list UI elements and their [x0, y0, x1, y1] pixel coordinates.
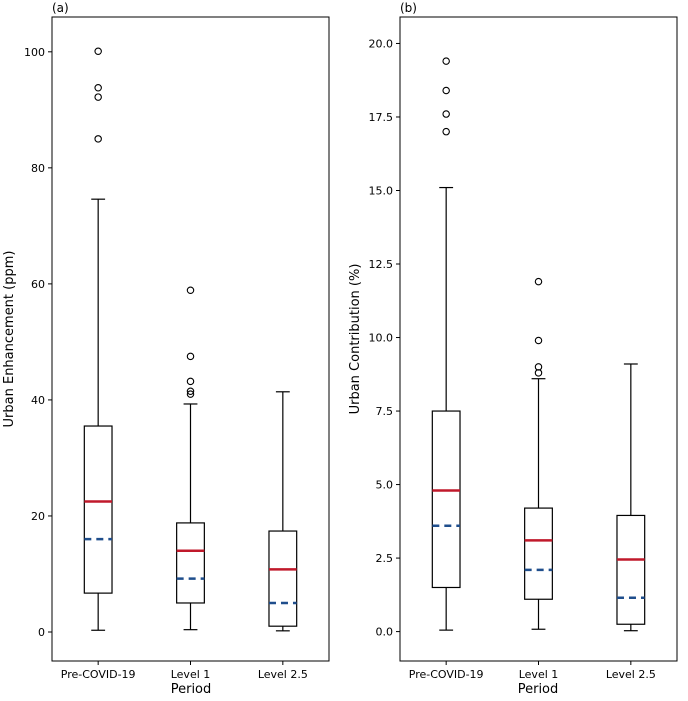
- box-iqr: [268, 530, 298, 627]
- outlier-point: [186, 286, 195, 295]
- x-ticks-a: Pre-COVID-19 Level 1 Level 2.5: [61, 661, 308, 681]
- box-iqr: [176, 522, 205, 604]
- y-tick-label: 100: [24, 46, 45, 59]
- y-tick-label: 7.5: [376, 405, 394, 418]
- x-axis-label-b: Period: [518, 682, 559, 697]
- outlier-point: [442, 127, 450, 136]
- y-ticks-a: 0 20 40 60 80 100: [24, 46, 52, 639]
- box-iqr: [431, 410, 461, 589]
- outlier-point: [186, 390, 195, 398]
- outlier-point: [442, 57, 450, 65]
- y-tick-label: 20.0: [369, 37, 394, 50]
- y-tick-label: 40: [31, 394, 45, 407]
- x-tick-label: Level 1: [519, 668, 559, 681]
- outlier-point: [94, 84, 102, 92]
- outlier-point: [94, 135, 102, 143]
- plot-frame-a: [51, 16, 330, 662]
- box-iqr: [83, 425, 113, 594]
- outlier-point: [442, 110, 450, 118]
- y-tick-label: 0.0: [376, 626, 394, 639]
- x-tick-label: Pre-COVID-19: [61, 668, 136, 681]
- box-2: [524, 277, 553, 630]
- box-1: [431, 57, 461, 631]
- x-tick-label: Level 2.5: [258, 668, 308, 681]
- plot-frame-b: [399, 16, 678, 662]
- box-3: [268, 391, 298, 632]
- outlier-point: [534, 363, 543, 371]
- box-3: [616, 363, 646, 632]
- outlier-point: [94, 47, 102, 55]
- y-tick-label: 80: [31, 162, 45, 175]
- y-axis-label-b: Urban Contribution (%): [348, 264, 363, 415]
- y-tick-label: 10.0: [369, 332, 394, 345]
- panel-b: (b) 0.0 2.5 5.0 7.5 10.0 12.5 15.0 17.5 20.0 Pre…: [348, 1, 678, 697]
- outlier-point: [534, 336, 543, 345]
- x-tick-label: Level 1: [171, 668, 211, 681]
- y-tick-label: 5.0: [376, 479, 394, 492]
- outlier-point: [186, 352, 195, 361]
- outlier-point: [442, 86, 450, 95]
- box-1: [83, 47, 113, 631]
- outlier-point: [94, 93, 102, 101]
- box-iqr: [524, 507, 553, 600]
- y-axis-label-a: Urban Enhancement (ppm): [2, 251, 17, 428]
- x-axis-label-a: Period: [171, 682, 212, 697]
- y-tick-label: 17.5: [369, 111, 394, 124]
- panel-label-b: (b): [400, 1, 417, 15]
- y-tick-label: 2.5: [376, 552, 394, 565]
- box-2: [176, 286, 205, 631]
- panel-label-a: (a): [52, 1, 69, 15]
- boxes-a: [83, 47, 298, 632]
- outlier-point: [534, 277, 543, 286]
- x-tick-label: Level 2.5: [606, 668, 656, 681]
- y-tick-label: 60: [31, 278, 45, 291]
- y-tick-label: 12.5: [369, 258, 394, 271]
- y-tick-label: 0: [38, 626, 45, 639]
- y-tick-label: 15.0: [369, 184, 394, 197]
- x-ticks-b: Pre-COVID-19 Level 1 Level 2.5: [409, 661, 656, 681]
- boxes-b: [431, 57, 646, 632]
- outlier-point: [186, 387, 195, 395]
- box-iqr: [616, 514, 646, 625]
- outlier-point: [186, 377, 195, 386]
- x-tick-label: Pre-COVID-19: [409, 668, 484, 681]
- y-ticks-b: 0.0 2.5 5.0 7.5 10.0 12.5 15.0 17.5 20.0: [369, 37, 400, 639]
- panel-a: (a) 0 20 40 60 80 100 Pre-COVID-19 Level 1 Leve…: [2, 1, 330, 697]
- y-tick-label: 20: [31, 510, 45, 523]
